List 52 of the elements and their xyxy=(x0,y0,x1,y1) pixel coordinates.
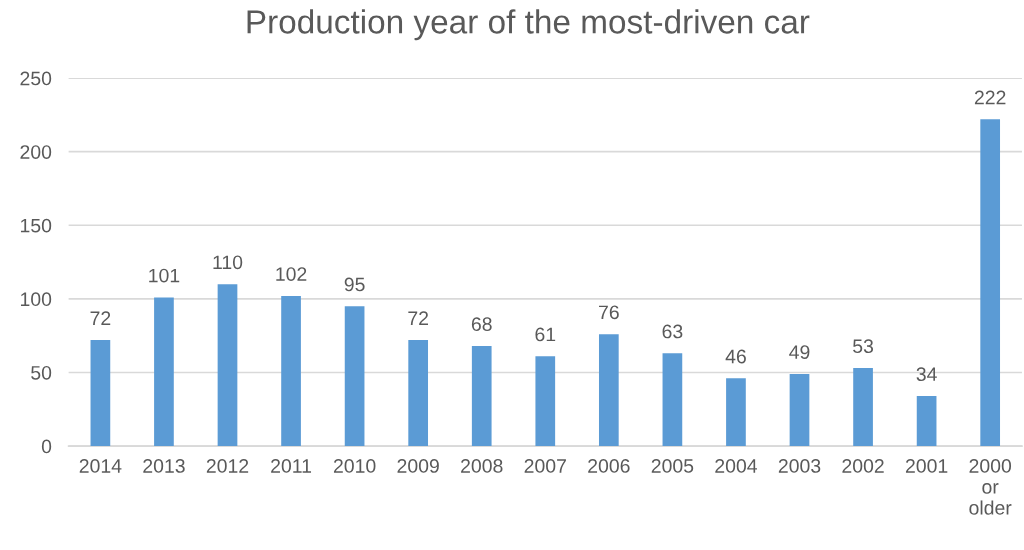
bar xyxy=(789,373,810,447)
data-label: 46 xyxy=(725,349,746,364)
data-label: 101 xyxy=(149,268,180,283)
x-tick-label: 2014 xyxy=(79,459,122,473)
x-tick-label: 2010 xyxy=(333,459,376,473)
y-tick-label: 250 xyxy=(20,71,52,86)
data-label: 61 xyxy=(535,327,556,342)
data-label: 72 xyxy=(90,311,111,325)
bar xyxy=(471,345,492,447)
bar xyxy=(980,119,1001,447)
data-label: 110 xyxy=(213,255,243,270)
y-tick-label: 0 xyxy=(41,439,52,454)
bar xyxy=(281,295,301,447)
bar xyxy=(853,368,873,447)
bar xyxy=(598,334,619,447)
x-tick-label: 2006 xyxy=(588,459,630,473)
x-tick-label: 2009 xyxy=(397,459,439,473)
x-tick-label: 2001 xyxy=(905,459,948,473)
data-label: 222 xyxy=(974,90,1006,105)
x-tick-label: 2007 xyxy=(524,459,566,473)
x-tick-label: 2000 or older xyxy=(969,459,1012,515)
bar xyxy=(916,396,937,447)
chart-title: Production year of the most-driven car xyxy=(247,9,810,41)
y-tick-label: 50 xyxy=(31,365,52,380)
y-tick-label: 200 xyxy=(20,145,52,159)
bar xyxy=(344,306,365,447)
y-tick-label: 150 xyxy=(20,218,52,233)
bar xyxy=(726,378,746,447)
bar xyxy=(662,353,683,447)
data-label: 102 xyxy=(276,267,307,281)
data-label: 68 xyxy=(471,317,492,332)
bar xyxy=(154,297,174,447)
x-tick-label: 2011 xyxy=(271,459,312,473)
x-tick-label: 2003 xyxy=(778,459,821,473)
x-tick-label: 2012 xyxy=(206,459,249,473)
x-tick-label: 2005 xyxy=(651,459,694,473)
data-label: 49 xyxy=(789,345,810,359)
bar xyxy=(535,356,556,447)
data-label: 76 xyxy=(599,305,619,320)
x-tick-label: 2013 xyxy=(143,459,185,473)
data-label: 72 xyxy=(408,311,429,325)
data-label: 95 xyxy=(344,277,365,292)
y-tick-label: 100 xyxy=(20,292,52,307)
x-tick-label: 2002 xyxy=(842,459,884,473)
data-label: 53 xyxy=(853,339,874,354)
x-tick-label: 2008 xyxy=(461,459,503,473)
bar xyxy=(408,340,429,447)
bar xyxy=(90,340,111,447)
data-label: 63 xyxy=(662,324,683,339)
bar xyxy=(217,284,238,447)
data-label: 34 xyxy=(916,367,937,382)
x-tick-label: 2004 xyxy=(715,459,758,473)
